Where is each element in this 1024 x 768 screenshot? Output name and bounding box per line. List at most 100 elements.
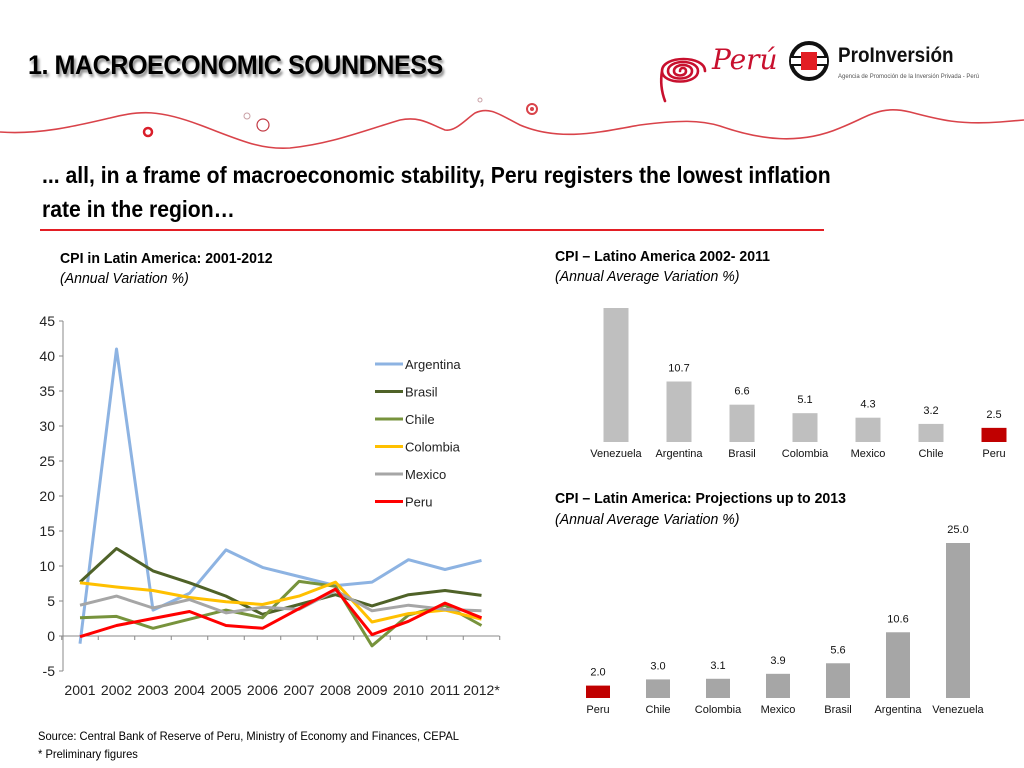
x-tick-label: 2004 [174, 682, 205, 698]
bar-mexico [766, 673, 790, 698]
y-tick-label: 0 [47, 628, 55, 644]
x-tick-label: 2002 [101, 682, 132, 698]
bar-chile [918, 423, 944, 442]
x-tick-label: 2007 [283, 682, 314, 698]
y-tick-label: 15 [39, 523, 55, 539]
slide-title: 1. MACROECONOMIC SOUNDNESS [28, 50, 443, 80]
decorative-wave [0, 97, 1024, 150]
bar-category-label: Argentina [874, 704, 922, 716]
bar-value-label: 2.5 [986, 409, 1001, 421]
bar-value-label: 10.7 [668, 363, 689, 375]
bar-argentina [886, 632, 910, 698]
decor-circle-icon [477, 97, 483, 103]
bar-category-label: Mexico [851, 448, 886, 460]
bar-category-label: Venezuela [932, 704, 984, 716]
bar-value-label: 6.6 [734, 386, 749, 398]
legend-label-mexico: Mexico [405, 467, 446, 482]
bar-value-label: 3.2 [923, 405, 938, 417]
bar-value-label: 3.1 [710, 660, 725, 672]
bar-peru [586, 685, 610, 698]
y-tick-label: 20 [39, 488, 55, 504]
bar-value-label: 3.0 [650, 660, 665, 672]
bar-chart-cpi-2002-2011: 23.7 Venezuela 10.7 Argentina 6.6 Brasil 5.1 Co… [590, 300, 1007, 460]
bar-value-label: 5.1 [797, 394, 812, 406]
x-tick-label: 2012* [463, 682, 500, 698]
bar-brasil [826, 663, 850, 698]
bar-category-label: Brasil [728, 448, 756, 460]
peru-spiral-logo-icon [659, 57, 707, 103]
x-tick-label: 2011 [430, 682, 460, 698]
y-tick-label: 10 [39, 558, 55, 574]
bar-category-label: Brasil [824, 704, 852, 716]
source-note: Source: Central Bank of Reserve of Peru,… [38, 729, 459, 743]
series-line-peru [79, 587, 483, 639]
bar-argentina [666, 381, 692, 442]
headline-underline [40, 229, 824, 231]
decor-circle-icon [243, 112, 251, 120]
line-chart-title: CPI in Latin America: 2001-2012 [60, 250, 273, 267]
bar-category-label: Mexico [761, 704, 796, 716]
proinversion-tagline: Agencia de Promoción de la Inversión Pri… [838, 74, 980, 80]
decor-circle-icon [142, 126, 154, 138]
bar-value-label: 2.0 [590, 667, 605, 679]
y-tick-label: 25 [39, 453, 55, 469]
bar-colombia [706, 678, 730, 698]
x-tick-label: 2003 [137, 682, 168, 698]
legend-label-brasil: Brasil [405, 385, 438, 400]
bar-value-label: 4.3 [860, 399, 875, 411]
x-tick-label: 2008 [320, 682, 351, 698]
x-tick-label: 2005 [210, 682, 241, 698]
y-tick-label: 40 [39, 348, 55, 364]
bar-category-label: Colombia [695, 704, 742, 716]
bar-chart-1-subtitle: (Annual Average Variation %) [555, 268, 740, 285]
x-tick-label: 2010 [393, 682, 424, 698]
line-chart-cpi-2001-2012: -5 0 5 10 15 20 25 30 35 40 45 2001 2002 2003 2004 2005… [39, 313, 500, 698]
bar-colombia [792, 413, 818, 442]
bar-brasil [729, 404, 755, 442]
bar-chart-2-subtitle: (Annual Average Variation %) [555, 511, 740, 528]
bar-category-label: Peru [982, 448, 1005, 460]
legend-label-peru: Peru [405, 495, 432, 510]
bar-category-label: Peru [586, 704, 609, 716]
bar-value-label: 25.0 [947, 524, 968, 536]
bar-chart-cpi-projections-2013: 2.0 Peru 3.0 Chile 3.1 Colombia 3.9 Mexico 5.6 Br… [586, 524, 985, 716]
legend-label-chile: Chile [405, 412, 435, 427]
bar-value-label: 5.6 [830, 644, 845, 656]
bar-venezuela [603, 308, 629, 442]
bar-value-label: 3.9 [770, 655, 785, 667]
legend-label-colombia: Colombia [405, 440, 461, 455]
bar-chile [646, 679, 670, 698]
series-line-colombia [79, 580, 482, 624]
bar-category-label: Colombia [782, 448, 829, 460]
y-tick-label: -5 [43, 663, 56, 679]
x-tick-label: 2006 [247, 682, 278, 698]
bar-category-label: Chile [645, 704, 670, 716]
proinversion-logo-text: ProInversión [838, 44, 954, 67]
decor-circle-icon [530, 107, 534, 111]
headline: ... all, in a frame of macroeconomic sta… [42, 162, 831, 222]
y-tick-label: 35 [39, 383, 55, 399]
y-tick-label: 5 [47, 593, 55, 609]
bar-category-label: Argentina [655, 448, 703, 460]
y-tick-label: 30 [39, 418, 55, 434]
peru-logo-text: Perú [712, 43, 778, 76]
line-chart-subtitle: (Annual Variation %) [60, 270, 189, 287]
bar-venezuela [946, 543, 970, 698]
decor-circle-icon [526, 103, 538, 115]
bar-category-label: Chile [918, 448, 943, 460]
decor-circle-icon [256, 118, 270, 132]
bar-chart-2-title: CPI – Latin America: Projections up to 2… [555, 490, 846, 507]
proinversion-logo-icon [789, 41, 829, 81]
x-tick-label: 2001 [64, 682, 95, 698]
bar-value-label: 23.7 [605, 300, 626, 301]
legend-label-argentina: Argentina [405, 357, 461, 372]
x-tick-label: 2009 [356, 682, 387, 698]
bar-chart-1-title: CPI – Latino America 2002- 2011 [555, 248, 771, 265]
y-tick-label: 45 [39, 313, 55, 329]
series-line-mexico [79, 589, 482, 615]
bar-mexico [855, 417, 881, 442]
preliminary-footnote: * Preliminary figures [38, 747, 138, 761]
bar-peru [981, 427, 1007, 442]
bar-category-label: Venezuela [590, 448, 642, 460]
wave-line [0, 109, 1024, 150]
